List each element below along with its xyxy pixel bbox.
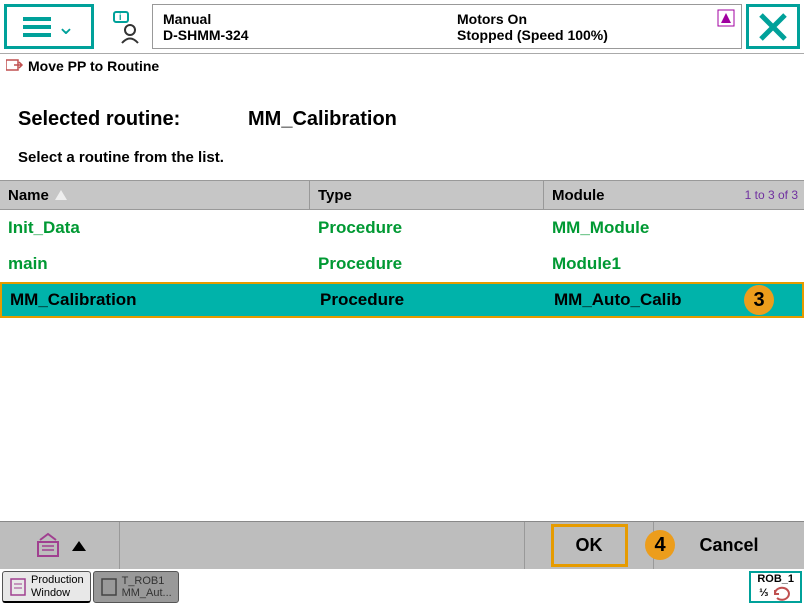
sort-asc-icon: [55, 190, 67, 200]
range-label: 1 to 3 of 3: [745, 188, 798, 202]
subheader-title: Move PP to Routine: [28, 58, 159, 74]
program-icon: [9, 576, 27, 598]
table-body: Init_Data Procedure MM_Module main Proce…: [0, 210, 804, 318]
state-label: Stopped (Speed 100%): [457, 27, 731, 43]
instruction-text: Select a routine from the list.: [0, 139, 804, 180]
footer-bar: OK 4 Cancel: [0, 521, 804, 569]
table-row[interactable]: MM_Calibration Procedure MM_Auto_Calib 3: [0, 282, 804, 318]
table-row[interactable]: main Procedure Module1: [0, 246, 804, 282]
system-id: D-SHMM-324: [163, 27, 437, 43]
callout-3: 3: [744, 285, 774, 315]
help-person-icon: i: [108, 10, 142, 44]
fraction-label: ⅓: [759, 587, 768, 599]
col-type-header[interactable]: Type: [310, 181, 544, 209]
callout-4: 4: [645, 530, 675, 560]
rotate-icon: [772, 585, 792, 601]
robot-selector[interactable]: ROB_1 ⅓: [749, 571, 802, 603]
window-subheader: Move PP to Routine: [0, 54, 804, 78]
selected-value: MM_Calibration: [248, 108, 397, 131]
col-module-header[interactable]: Module 1 to 3 of 3: [544, 181, 804, 209]
table-header: Name Type Module 1 to 3 of 3: [0, 180, 804, 210]
main-menu-button[interactable]: ⌄: [4, 4, 94, 49]
filter-icon: [34, 532, 62, 560]
pp-icon: [6, 58, 24, 74]
help-button[interactable]: i: [98, 0, 152, 53]
task-tab-production[interactable]: Production Window: [2, 571, 91, 603]
mode-label: Manual: [163, 11, 437, 27]
hamburger-icon: [23, 13, 51, 41]
close-button[interactable]: [746, 4, 800, 49]
table-row[interactable]: Init_Data Procedure MM_Module: [0, 210, 804, 246]
selected-label: Selected routine:: [18, 108, 248, 131]
header-bar: ⌄ i Manual D-SHMM-324 Motors On Stopped …: [0, 0, 804, 54]
module-icon: [100, 576, 118, 598]
filter-button[interactable]: [0, 522, 120, 569]
selected-routine-row: Selected routine: MM_Calibration: [0, 78, 804, 139]
status-panel: Manual D-SHMM-324 Motors On Stopped (Spe…: [152, 4, 742, 49]
svg-text:i: i: [119, 12, 122, 22]
cancel-button[interactable]: Cancel: [654, 522, 804, 569]
ok-button[interactable]: OK 4: [524, 522, 654, 569]
taskbar: Production Window T_ROB1 MM_Aut... ROB_1…: [0, 569, 804, 605]
chevron-down-icon: ⌄: [57, 14, 75, 40]
col-name-header[interactable]: Name: [0, 181, 310, 209]
task-tab-trob1[interactable]: T_ROB1 MM_Aut...: [93, 571, 179, 603]
warning-icon: [717, 9, 735, 27]
content-area: Selected routine: MM_Calibration Select …: [0, 78, 804, 569]
close-icon: [756, 10, 790, 44]
caret-up-icon: [72, 541, 86, 551]
motors-label: Motors On: [457, 11, 731, 27]
